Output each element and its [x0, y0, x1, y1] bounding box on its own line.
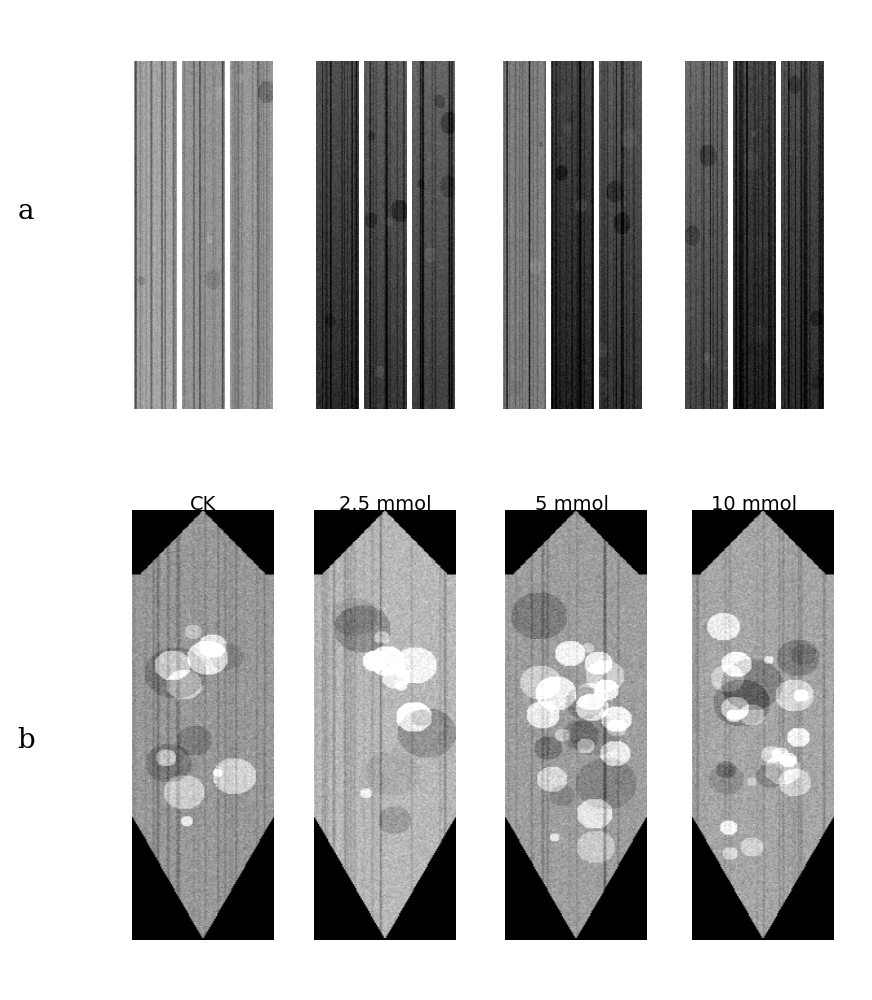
Text: 5 mmol: 5 mmol: [535, 495, 609, 514]
Text: a: a: [17, 198, 34, 225]
Text: CK: CK: [190, 495, 216, 514]
Text: 2.5 mmol: 2.5 mmol: [339, 495, 432, 514]
Text: b: b: [17, 726, 35, 754]
Text: 10 mmol: 10 mmol: [712, 495, 798, 514]
